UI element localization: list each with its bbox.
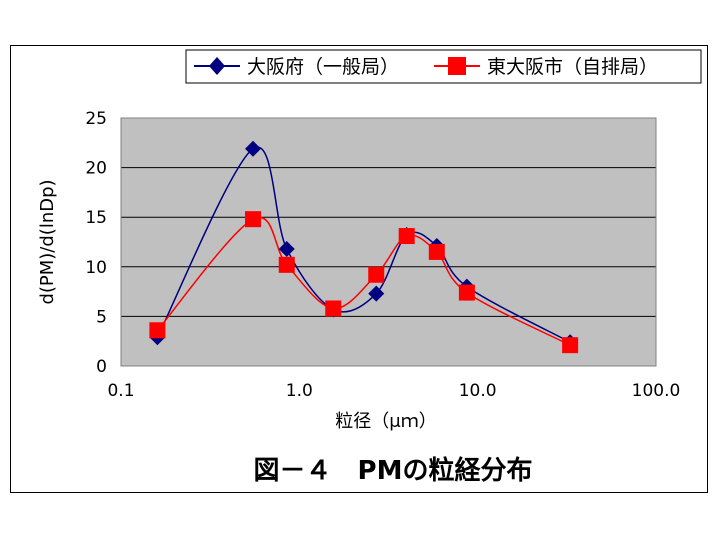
chart: 0 5 10 15 20 25 0.1 1.0 10.0 100.0 d(PM)/d(lnDp)… <box>37 49 702 486</box>
y-tick-label: 20 <box>85 159 107 179</box>
x-axis-ticks: 0.1 1.0 10.0 100.0 <box>107 381 680 401</box>
chart-title: 図－４ PMの粒経分布 <box>254 455 533 486</box>
legend-label-higashiosaka: 東大阪市（自排局） <box>487 56 658 78</box>
y-tick-label: 25 <box>85 109 107 129</box>
x-tick-label: 10.0 <box>459 381 497 401</box>
legend-label-osaka: 大阪府（一般局） <box>247 56 399 78</box>
data-point-square <box>368 266 385 283</box>
plot-area <box>121 118 656 366</box>
legend: 大阪府（一般局） 東大阪市（自排局） <box>185 49 702 84</box>
x-tick-label: 1.0 <box>286 381 313 401</box>
y-axis-title: d(PM)/d(lnDp) <box>37 179 58 304</box>
x-tick-label: 100.0 <box>632 381 681 401</box>
x-axis-title: 粒径（μｍ） <box>335 411 436 432</box>
data-point-square <box>149 322 166 339</box>
series-layer <box>149 140 579 354</box>
legend-diamond-marker <box>209 57 225 75</box>
data-point-square <box>278 256 295 273</box>
y-tick-label: 0 <box>96 357 107 377</box>
data-point-square <box>325 300 342 317</box>
data-point-square <box>458 284 475 301</box>
gridlines <box>121 117 656 317</box>
data-point-square <box>245 211 262 228</box>
y-tick-label: 5 <box>96 307 107 327</box>
x-tick-label: 0.1 <box>107 381 134 401</box>
y-tick-label: 10 <box>85 258 107 278</box>
data-point-square <box>428 243 445 260</box>
data-point-square <box>398 228 415 245</box>
data-point-diamond <box>245 140 262 157</box>
chart-frame: 0 5 10 15 20 25 0.1 1.0 10.0 100.0 d(PM)/d(lnDp)… <box>10 45 708 493</box>
legend-square-marker <box>448 57 466 75</box>
y-axis-ticks: 0 5 10 15 20 25 <box>85 109 107 377</box>
plot-border <box>120 117 657 367</box>
y-tick-label: 15 <box>85 208 107 228</box>
data-point-diamond <box>368 285 385 302</box>
data-point-diamond <box>278 240 295 257</box>
data-point-square <box>562 337 579 354</box>
